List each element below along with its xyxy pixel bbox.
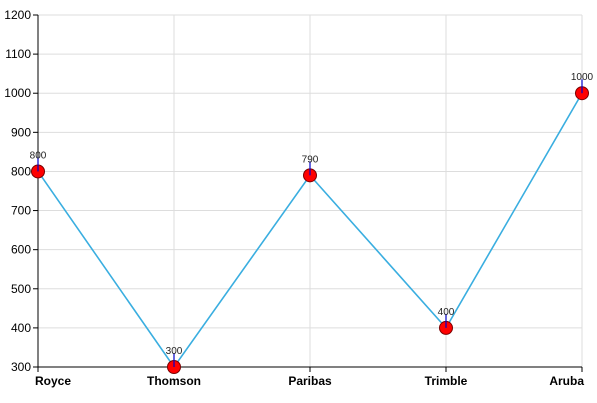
y-tick-label: 400 (11, 321, 31, 335)
x-category-label: Aruba (549, 374, 584, 388)
x-category-label: Trimble (425, 374, 468, 388)
x-category-label: Thomson (147, 374, 201, 388)
y-tick-label: 1000 (4, 86, 31, 100)
y-tick-label: 1200 (4, 8, 31, 22)
data-value-label: 1000 (571, 72, 594, 83)
x-category-label: Paribas (288, 374, 332, 388)
y-tick-label: 500 (11, 282, 31, 296)
y-tick-label: 300 (11, 360, 31, 374)
grid-lines (38, 15, 582, 367)
data-value-label: 400 (438, 307, 455, 318)
data-value-label: 300 (166, 346, 183, 357)
data-value-label: 800 (30, 150, 47, 161)
y-tick-label: 1100 (5, 47, 31, 61)
x-category-label: Royce (35, 374, 71, 388)
data-value-label: 790 (302, 154, 319, 165)
y-tick-label: 700 (11, 204, 31, 218)
y-tick-label: 800 (11, 164, 31, 178)
y-tick-label: 600 (11, 243, 31, 257)
y-tick-label: 900 (11, 125, 31, 139)
